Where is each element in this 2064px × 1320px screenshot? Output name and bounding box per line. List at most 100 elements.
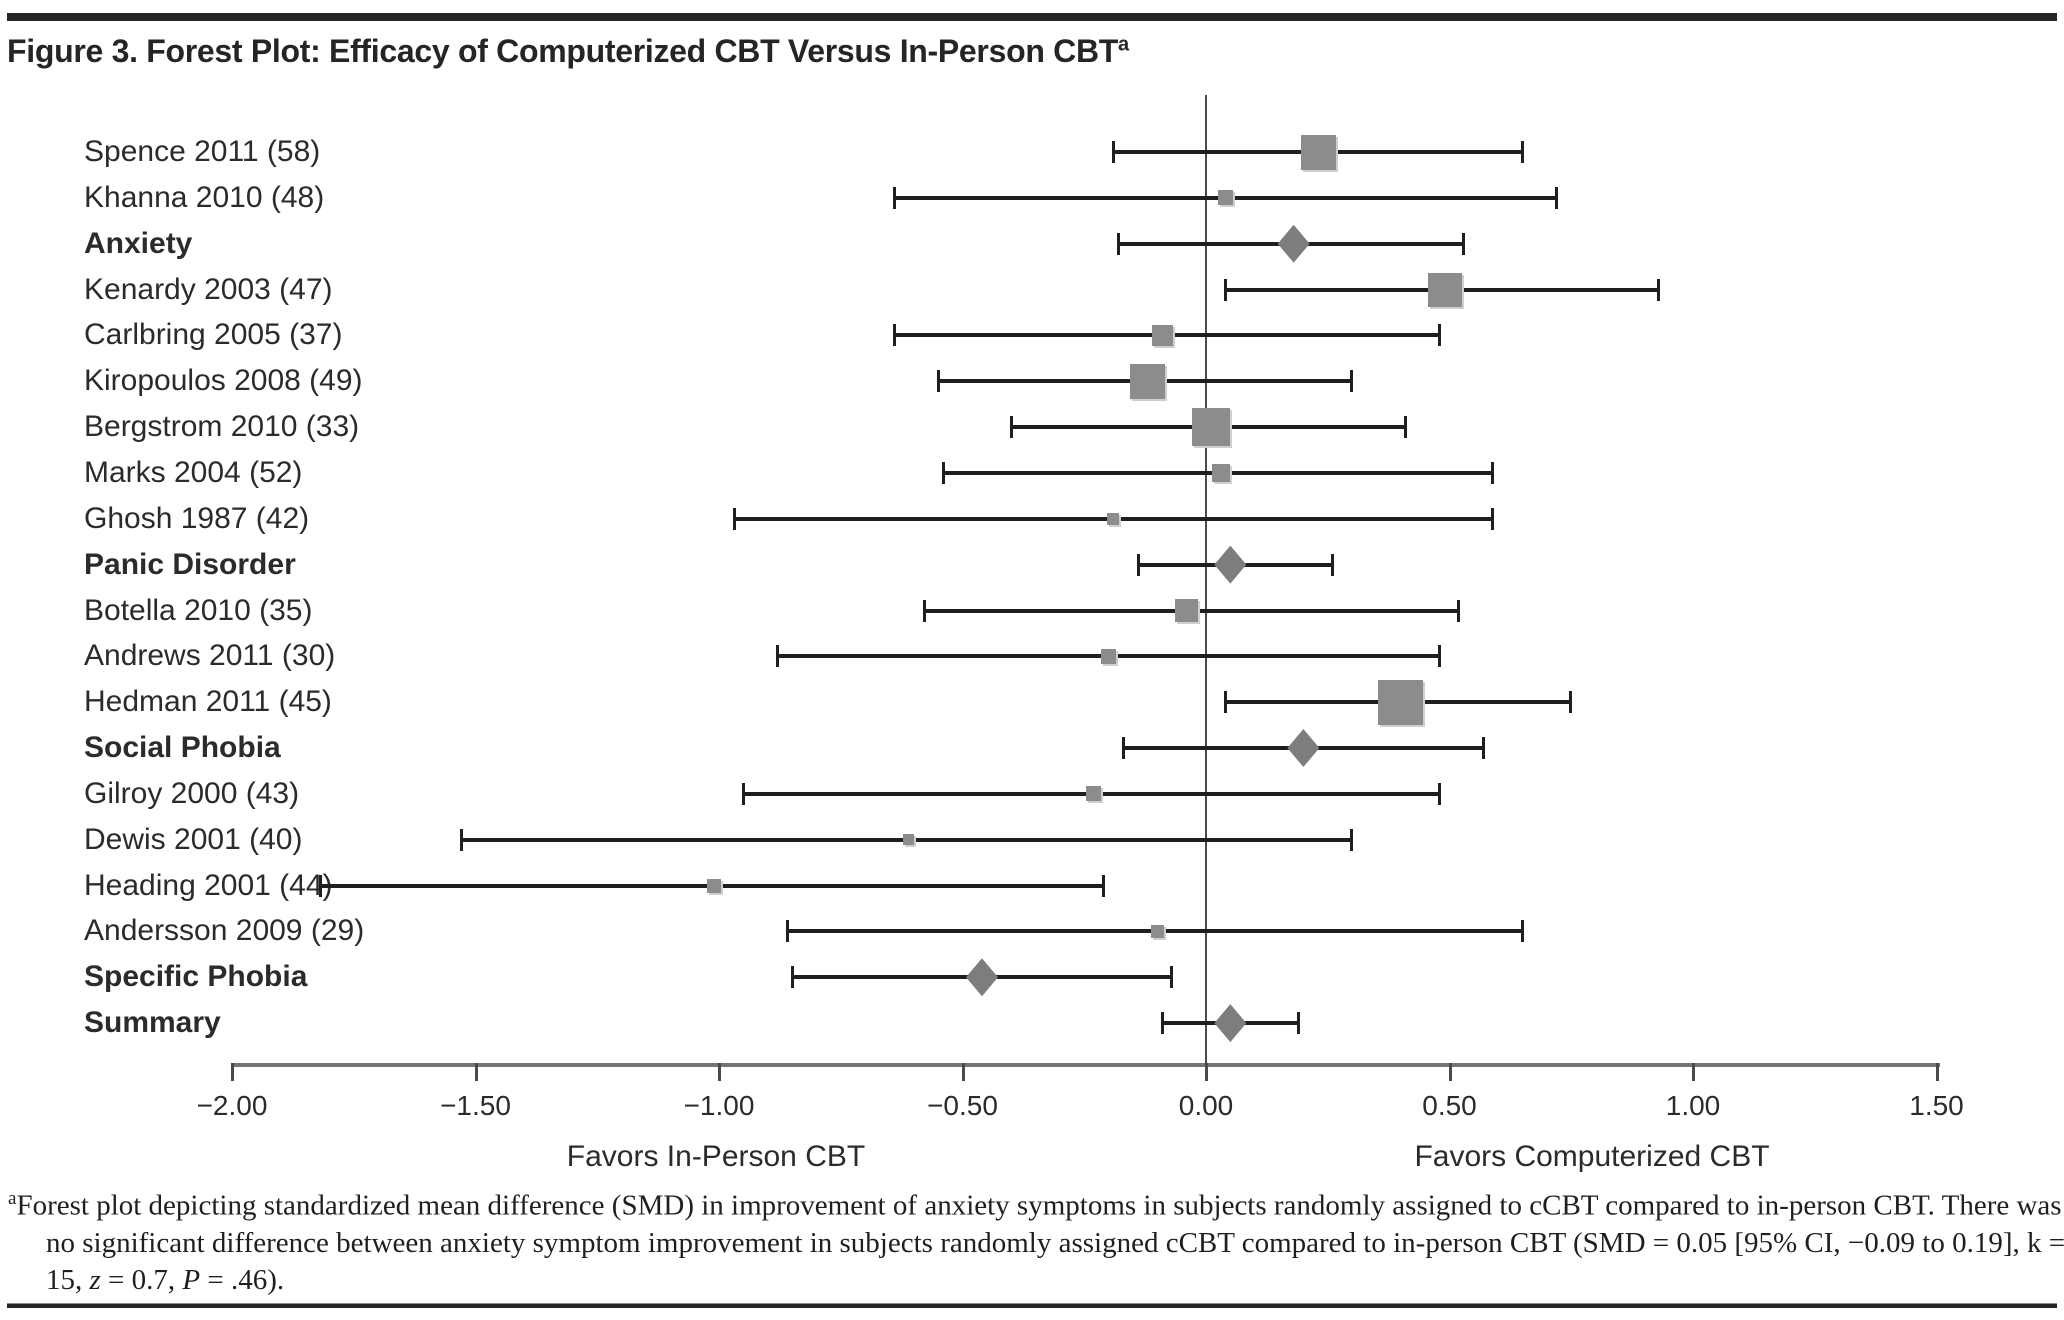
figure-title-text: Figure 3. Forest Plot: Efficacy of Compu…	[7, 33, 1119, 69]
x-axis-label-right: Favors Computerized CBT	[1414, 1140, 1770, 1173]
x-axis-tick-label: 1.50	[1909, 1090, 1964, 1121]
ci-cap-right	[1491, 461, 1495, 484]
subgroup-label: Panic Disorder	[84, 547, 296, 581]
ci-cap-right	[1350, 370, 1354, 393]
ci-cap-left	[1010, 416, 1014, 439]
study-point-estimate-marker	[1086, 786, 1102, 802]
study-point-estimate-marker	[1175, 599, 1199, 622]
study-label: Carlbring 2005 (37)	[84, 318, 343, 352]
study-point-estimate-marker	[1300, 134, 1336, 170]
x-axis-tick	[1205, 1063, 1208, 1081]
x-axis-tick-label: 0.50	[1422, 1090, 1477, 1121]
ci-cap-right	[1169, 966, 1173, 989]
study-point-estimate-marker	[1107, 512, 1120, 525]
top-rule	[7, 13, 2057, 21]
summary-diamond-marker	[1214, 545, 1247, 584]
footnote-p-stat: P	[182, 1263, 201, 1296]
study-point-estimate-marker	[1211, 463, 1230, 482]
x-axis-tick-label: −1.00	[683, 1090, 755, 1121]
study-point-estimate-marker	[1217, 190, 1233, 206]
footnote: aForest plot depicting standardized mean…	[8, 1180, 2064, 1299]
footnote-text: = 0.7,	[100, 1263, 183, 1296]
figure-title-superscript: a	[1118, 33, 1129, 56]
ci-cap-right	[1520, 920, 1524, 943]
ci-cap-right	[1554, 186, 1558, 209]
x-axis-tick	[231, 1063, 234, 1081]
ci-cap-right	[1101, 874, 1105, 897]
ci-cap-left	[318, 874, 322, 897]
study-point-estimate-marker	[707, 878, 722, 893]
summary-diamond-marker	[1277, 224, 1310, 263]
x-axis-tick	[474, 1063, 478, 1081]
ci-cap-left	[922, 599, 926, 622]
study-label: Spence 2011 (58)	[84, 135, 321, 168]
subgroup-label: Specific Phobia	[84, 960, 308, 994]
study-point-estimate-marker	[1151, 324, 1173, 346]
ci-cap-left	[942, 461, 946, 484]
ci-cap-right	[1437, 645, 1441, 668]
ci-cap-right	[1437, 324, 1441, 347]
x-axis-tick-label: −0.50	[927, 1090, 998, 1121]
footnote-z-stat: z	[89, 1263, 101, 1296]
ci-cap-right	[1330, 553, 1334, 576]
zero-reference-line	[1205, 95, 1207, 1067]
bottom-rule	[7, 1303, 2057, 1308]
x-axis-tick-label: −2.00	[196, 1090, 268, 1121]
x-axis-tick	[718, 1063, 721, 1081]
ci-cap-right	[1656, 278, 1660, 301]
study-label: Bergstrom 2010 (33)	[84, 410, 360, 444]
ci-cap-left	[1161, 1012, 1165, 1035]
footnote-text: Forest plot depicting standardized mean …	[16, 1189, 2064, 1296]
study-point-estimate-marker	[903, 834, 915, 846]
ci-cap-left	[1224, 691, 1228, 714]
study-label: Dewis 2001 (40)	[84, 822, 303, 856]
x-axis-tick-label: −1.50	[440, 1090, 511, 1121]
summary-diamond-marker	[1287, 729, 1320, 768]
study-label: Botella 2010 (35)	[84, 593, 313, 627]
ci-cap-left	[1117, 232, 1121, 255]
summary-diamond-marker	[965, 958, 998, 997]
ci-cap-left	[459, 828, 463, 851]
subgroup-label: Anxiety	[84, 226, 193, 260]
ci-cap-right	[1569, 691, 1573, 714]
ci-cap-left	[776, 645, 780, 668]
x-axis-tick-label: 1.00	[1665, 1090, 1721, 1121]
ci-cap-right	[1403, 416, 1407, 439]
ci-cap-right	[1437, 782, 1441, 805]
ci-cap-left	[1224, 278, 1228, 301]
figure-title: Figure 3. Forest Plot: Efficacy of Compu…	[7, 33, 1129, 70]
summary-diamond-marker	[1214, 1004, 1247, 1043]
x-axis-tick	[1935, 1063, 1939, 1081]
ci-cap-right	[1457, 599, 1461, 622]
ci-cap-left	[786, 920, 790, 943]
subgroup-label: Summary	[84, 1006, 221, 1040]
ci-cap-right	[1296, 1012, 1300, 1035]
ci-cap-right	[1481, 737, 1485, 760]
ci-cap-left	[893, 186, 897, 209]
ci-cap-right	[1520, 141, 1524, 163]
x-axis-tick	[1692, 1063, 1695, 1081]
ci-cap-left	[937, 370, 941, 393]
study-label: Khanna 2010 (48)	[84, 180, 325, 214]
ci-cap-right	[1462, 232, 1466, 255]
footnote-marker: a	[8, 1188, 17, 1209]
ci-cap-left	[742, 782, 746, 805]
study-point-estimate-marker	[1101, 648, 1117, 664]
study-point-estimate-marker	[1378, 679, 1424, 725]
ci-cap-left	[1136, 553, 1140, 576]
subgroup-label: Social Phobia	[84, 731, 281, 765]
study-label: Heading 2001 (44)	[84, 868, 333, 902]
study-point-estimate-marker	[1150, 924, 1164, 938]
ci-cap-left	[1112, 141, 1116, 163]
study-label: Kenardy 2003 (47)	[84, 272, 333, 306]
x-axis-label-left: Favors In-Person CBT	[566, 1140, 866, 1173]
ci-cap-right	[1491, 507, 1495, 530]
x-axis-line	[232, 1063, 1940, 1067]
study-point-estimate-marker	[1427, 272, 1462, 307]
ci-cap-left	[732, 507, 736, 530]
study-point-estimate-marker	[1191, 408, 1230, 447]
ci-cap-left	[1122, 737, 1126, 760]
study-label: Marks 2004 (52)	[84, 455, 303, 489]
x-axis-tick	[1448, 1063, 1452, 1081]
